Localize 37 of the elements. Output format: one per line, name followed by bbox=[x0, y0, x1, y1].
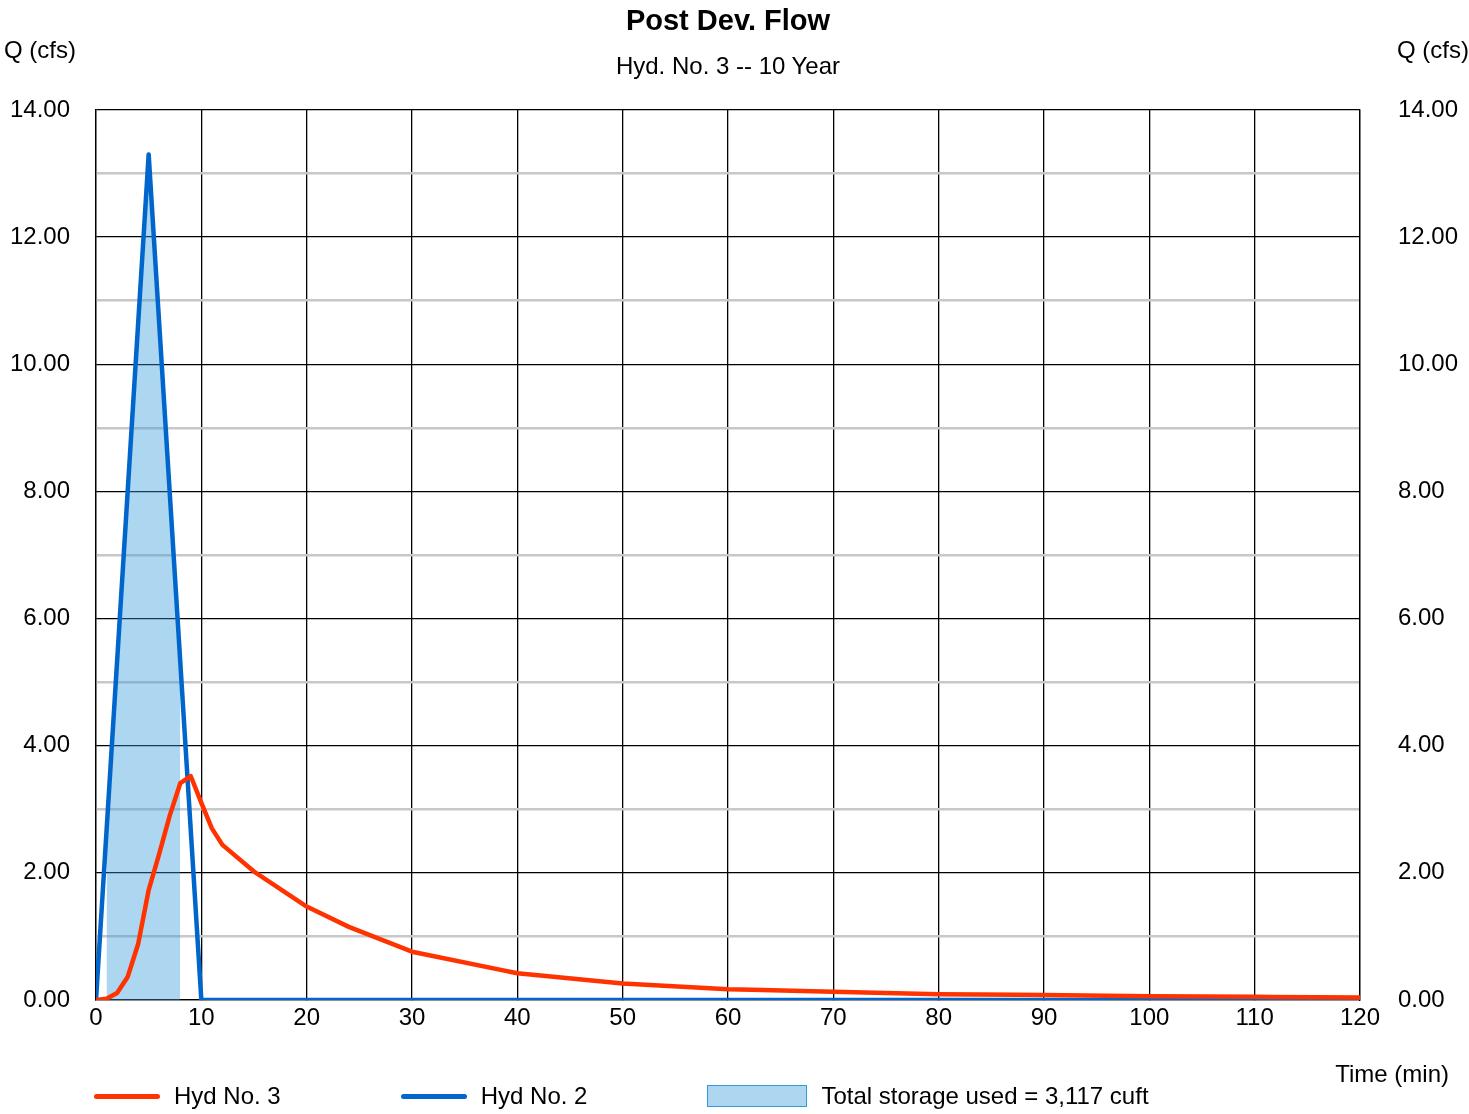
chart-subtitle: Hyd. No. 3 -- 10 Year bbox=[615, 52, 841, 79]
y-tick-label: 8.00 bbox=[23, 476, 70, 504]
legend-label: Hyd No. 3 bbox=[174, 1082, 281, 1110]
y2-tick-label: 12.00 bbox=[1398, 221, 1459, 249]
y2-tick-label: 4.00 bbox=[1398, 730, 1445, 758]
y-axis-title: Q (cfs) bbox=[4, 36, 76, 64]
x-tick-label: 20 bbox=[293, 1003, 321, 1031]
x-tick-label: 70 bbox=[819, 1003, 847, 1031]
x-tick-label: 50 bbox=[609, 1003, 637, 1031]
x-tick-label: 40 bbox=[503, 1003, 531, 1031]
x-tick-label: 90 bbox=[1030, 1003, 1058, 1031]
x-tick-label: 30 bbox=[398, 1003, 426, 1031]
y2-tick-label: 0.00 bbox=[1398, 984, 1445, 1012]
x-axis-title: Time (min) bbox=[1335, 1060, 1449, 1088]
y-tick-label: 12.00 bbox=[9, 221, 70, 249]
y-tick-label: 14.00 bbox=[9, 94, 70, 122]
y-tick-label: 0.00 bbox=[23, 984, 70, 1012]
y2-tick-label: 2.00 bbox=[1398, 857, 1445, 885]
y-tick-label: 2.00 bbox=[23, 857, 70, 885]
legend-label: Total storage used = 3,117 cuft bbox=[821, 1082, 1149, 1110]
x-tick-label: 110 bbox=[1235, 1003, 1274, 1031]
y2-tick-label: 10.00 bbox=[1398, 348, 1459, 376]
y-tick-label: 4.00 bbox=[23, 730, 70, 758]
x-tick-label: 100 bbox=[1129, 1003, 1170, 1031]
x-tick-label: 10 bbox=[187, 1003, 215, 1031]
chart-title: Post Dev. Flow bbox=[624, 4, 832, 37]
x-tick-label: 80 bbox=[925, 1003, 953, 1031]
y-tick-label: 10.00 bbox=[9, 348, 70, 376]
x-tick-label: 60 bbox=[714, 1003, 742, 1031]
y-tick-label: 6.00 bbox=[23, 603, 70, 631]
y2-tick-label: 14.00 bbox=[1398, 94, 1459, 122]
y2-tick-label: 6.00 bbox=[1398, 603, 1445, 631]
legend-label: Hyd No. 2 bbox=[480, 1082, 588, 1110]
y2-tick-label: 8.00 bbox=[1398, 476, 1445, 504]
x-tick-label: 120 bbox=[1339, 1003, 1381, 1031]
y2-axis-title: Q (cfs) bbox=[1397, 36, 1469, 64]
x-tick-label: 0 bbox=[89, 1003, 103, 1031]
